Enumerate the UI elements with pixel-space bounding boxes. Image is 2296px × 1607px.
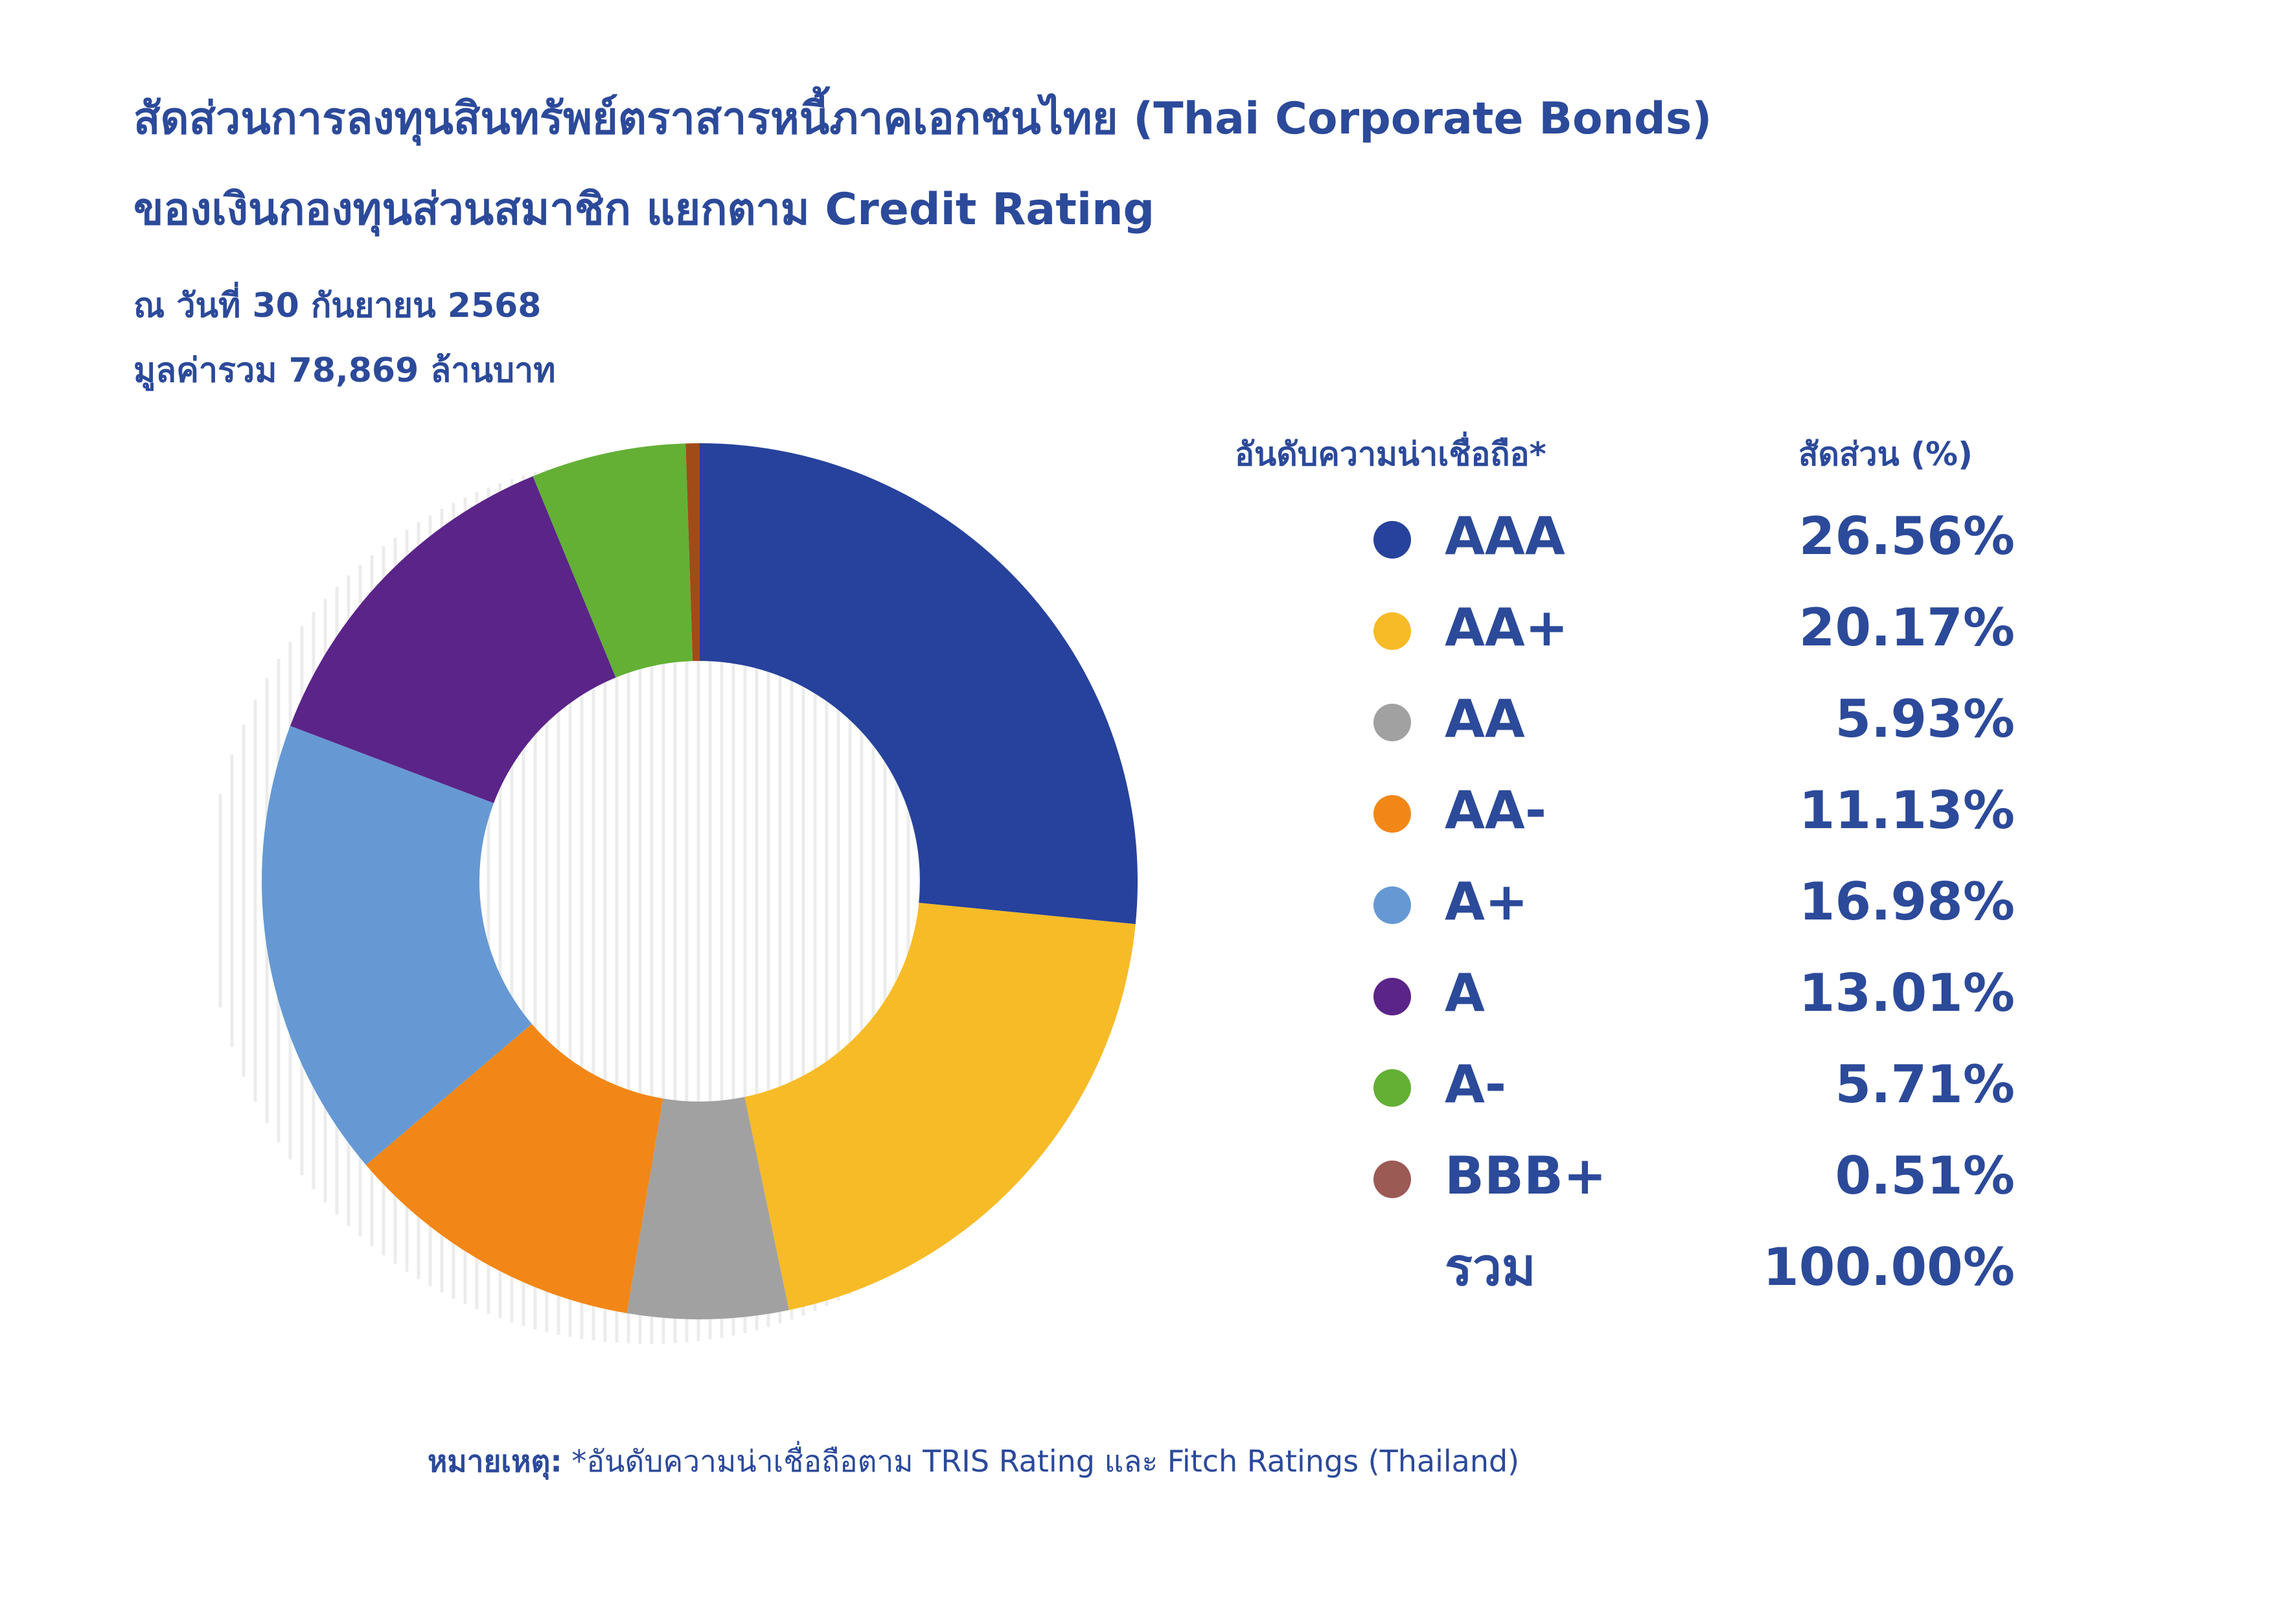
legend-row: AA 5.93% xyxy=(1367,682,2015,773)
donut-slice-bbb-minusplus xyxy=(685,443,700,662)
legend-rating-label: A- xyxy=(1445,1054,1507,1115)
legend-share-value: 26.56% xyxy=(1798,506,2015,566)
legend-row: A 13.01% xyxy=(1367,956,2015,1047)
legend-share-value: 20.17% xyxy=(1798,597,2015,658)
legend-dot-icon xyxy=(1373,1161,1411,1198)
legend-share-value: 11.13% xyxy=(1798,780,2015,840)
legend-dot-icon xyxy=(1373,795,1411,833)
donut-slice-a xyxy=(290,476,616,804)
donut-slice-a-minus xyxy=(533,443,693,678)
legend-dot-icon xyxy=(1373,612,1411,650)
legend-rating-label: AA+ xyxy=(1445,597,1568,658)
legend: AAA 26.56% AA+ 20.17% AA 5.93% AA- 11.13% A+ 16.9… xyxy=(1367,499,2015,1321)
legend-share-value: 0.51% xyxy=(1835,1146,2015,1206)
legend-total-row: รวม 100.00% xyxy=(1367,1230,2015,1321)
legend-rating-label: AAA xyxy=(1445,506,1565,566)
legend-header-rating: อันดับความน่าเชื่อถือ* xyxy=(1235,435,1546,473)
legend-row: A+ 16.98% xyxy=(1367,864,2015,956)
legend-dot-icon xyxy=(1373,704,1411,741)
legend-row: AA+ 20.17% xyxy=(1367,590,2015,682)
legend-share-value: 5.93% xyxy=(1835,689,2015,749)
legend-dot-icon xyxy=(1373,521,1411,559)
legend-dot-icon xyxy=(1373,886,1411,924)
footnote-label: หมายเหตุ: xyxy=(428,1444,562,1479)
legend-row: AA- 11.13% xyxy=(1367,773,2015,864)
legend-dot-icon xyxy=(1373,978,1411,1015)
legend-rating-label: AA- xyxy=(1445,780,1547,840)
donut-slice-aa xyxy=(626,1096,789,1319)
chart-title-line-2: ของเงินกองทุนส่วนสมาชิก แยกตาม Credit Ra… xyxy=(133,184,1155,235)
donut-slice-a-minusplus xyxy=(261,726,532,1165)
legend-share-value: 16.98% xyxy=(1798,872,2015,932)
donut-slice-aa-minusplus xyxy=(744,903,1136,1310)
legend-row: A- 5.71% xyxy=(1367,1047,2015,1139)
legend-header-share: สัดส่วน (%) xyxy=(1798,435,1973,473)
legend-rating-label: BBB+ xyxy=(1445,1146,1607,1206)
footnote: หมายเหตุ: *อันดับความน่าเชื่อถือตาม TRIS… xyxy=(428,1446,1519,1476)
legend-rating-label: A xyxy=(1445,963,1485,1023)
legend-total-label: รวม xyxy=(1445,1237,1536,1297)
legend-dot-icon xyxy=(1373,1069,1411,1107)
donut-chart xyxy=(261,443,1138,1319)
legend-share-value: 13.01% xyxy=(1798,963,2015,1023)
legend-row: BBB+ 0.51% xyxy=(1367,1139,2015,1230)
legend-share-value: 5.71% xyxy=(1835,1054,2015,1115)
as-of-date: ณ วันที่ 30 กันยายน 2568 xyxy=(133,286,542,325)
legend-row: AAA 26.56% xyxy=(1367,499,2015,590)
legend-total-value: 100.00% xyxy=(1763,1237,2015,1297)
legend-rating-label: A+ xyxy=(1445,872,1528,932)
chart-title-line-1: สัดส่วนการลงทุนสินทรัพย์ตราสารหนี้ภาคเอก… xyxy=(133,93,1712,145)
donut-slice-aaa xyxy=(700,443,1138,925)
total-value: มูลค่ารวม 78,869 ล้านบาท xyxy=(133,351,556,390)
donut-slice-aa-minus xyxy=(365,1024,663,1313)
legend-rating-label: AA xyxy=(1445,689,1525,749)
footnote-text: *อันดับความน่าเชื่อถือตาม TRIS Rating แล… xyxy=(562,1444,1520,1479)
